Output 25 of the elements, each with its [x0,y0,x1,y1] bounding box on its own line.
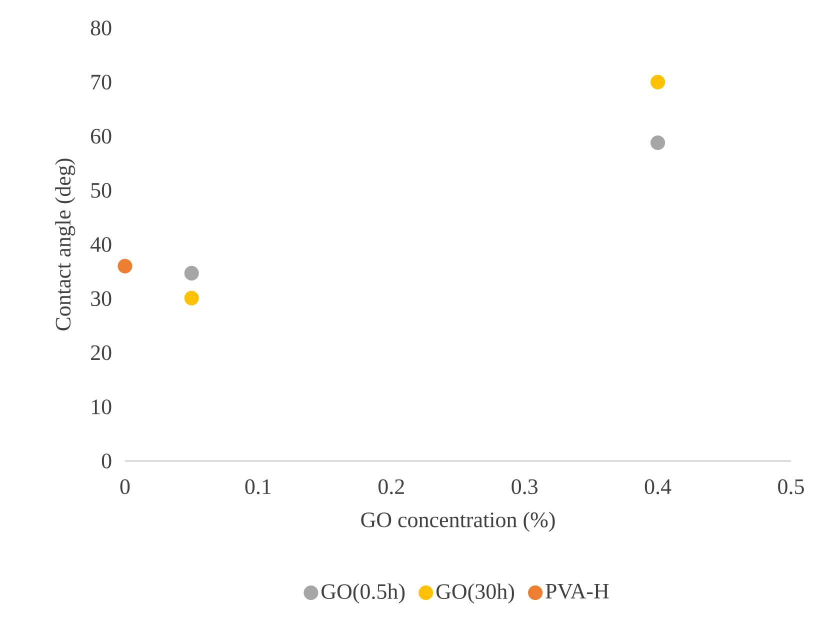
y-tick-label: 10 [92,399,112,414]
y-tick-label: 0 [102,454,112,468]
x-tick-label: 0.3 [512,479,538,494]
y-axis-title: Contact angle (deg) [55,158,76,330]
x-tick-label: 0 [120,479,130,494]
y-tick-label: 20 [91,345,112,360]
point [184,266,199,280]
x-tick-label: 0.1 [245,479,271,494]
point [184,290,199,306]
y-tick-label: 60 [91,128,112,144]
y-tick-label: 70 [92,74,112,90]
legend-label: GO(0.5h) [322,584,405,604]
x-axis-title: GO concentration (%) [361,512,555,532]
point [118,258,132,274]
y-tick-label: 40 [90,237,112,252]
x-tick-label: 0.5 [778,479,804,494]
legend-label: PVA-H [546,584,609,599]
y-tick-label: 30 [91,291,112,306]
legend-label: GO(30h) [436,584,514,604]
point [650,135,666,150]
y-tick-label: 80 [90,20,112,36]
point [650,74,666,90]
x-tick-label: 0.4 [644,479,672,494]
y-tick-label: 50 [91,182,112,198]
x-tick-label: 0.2 [378,479,404,494]
